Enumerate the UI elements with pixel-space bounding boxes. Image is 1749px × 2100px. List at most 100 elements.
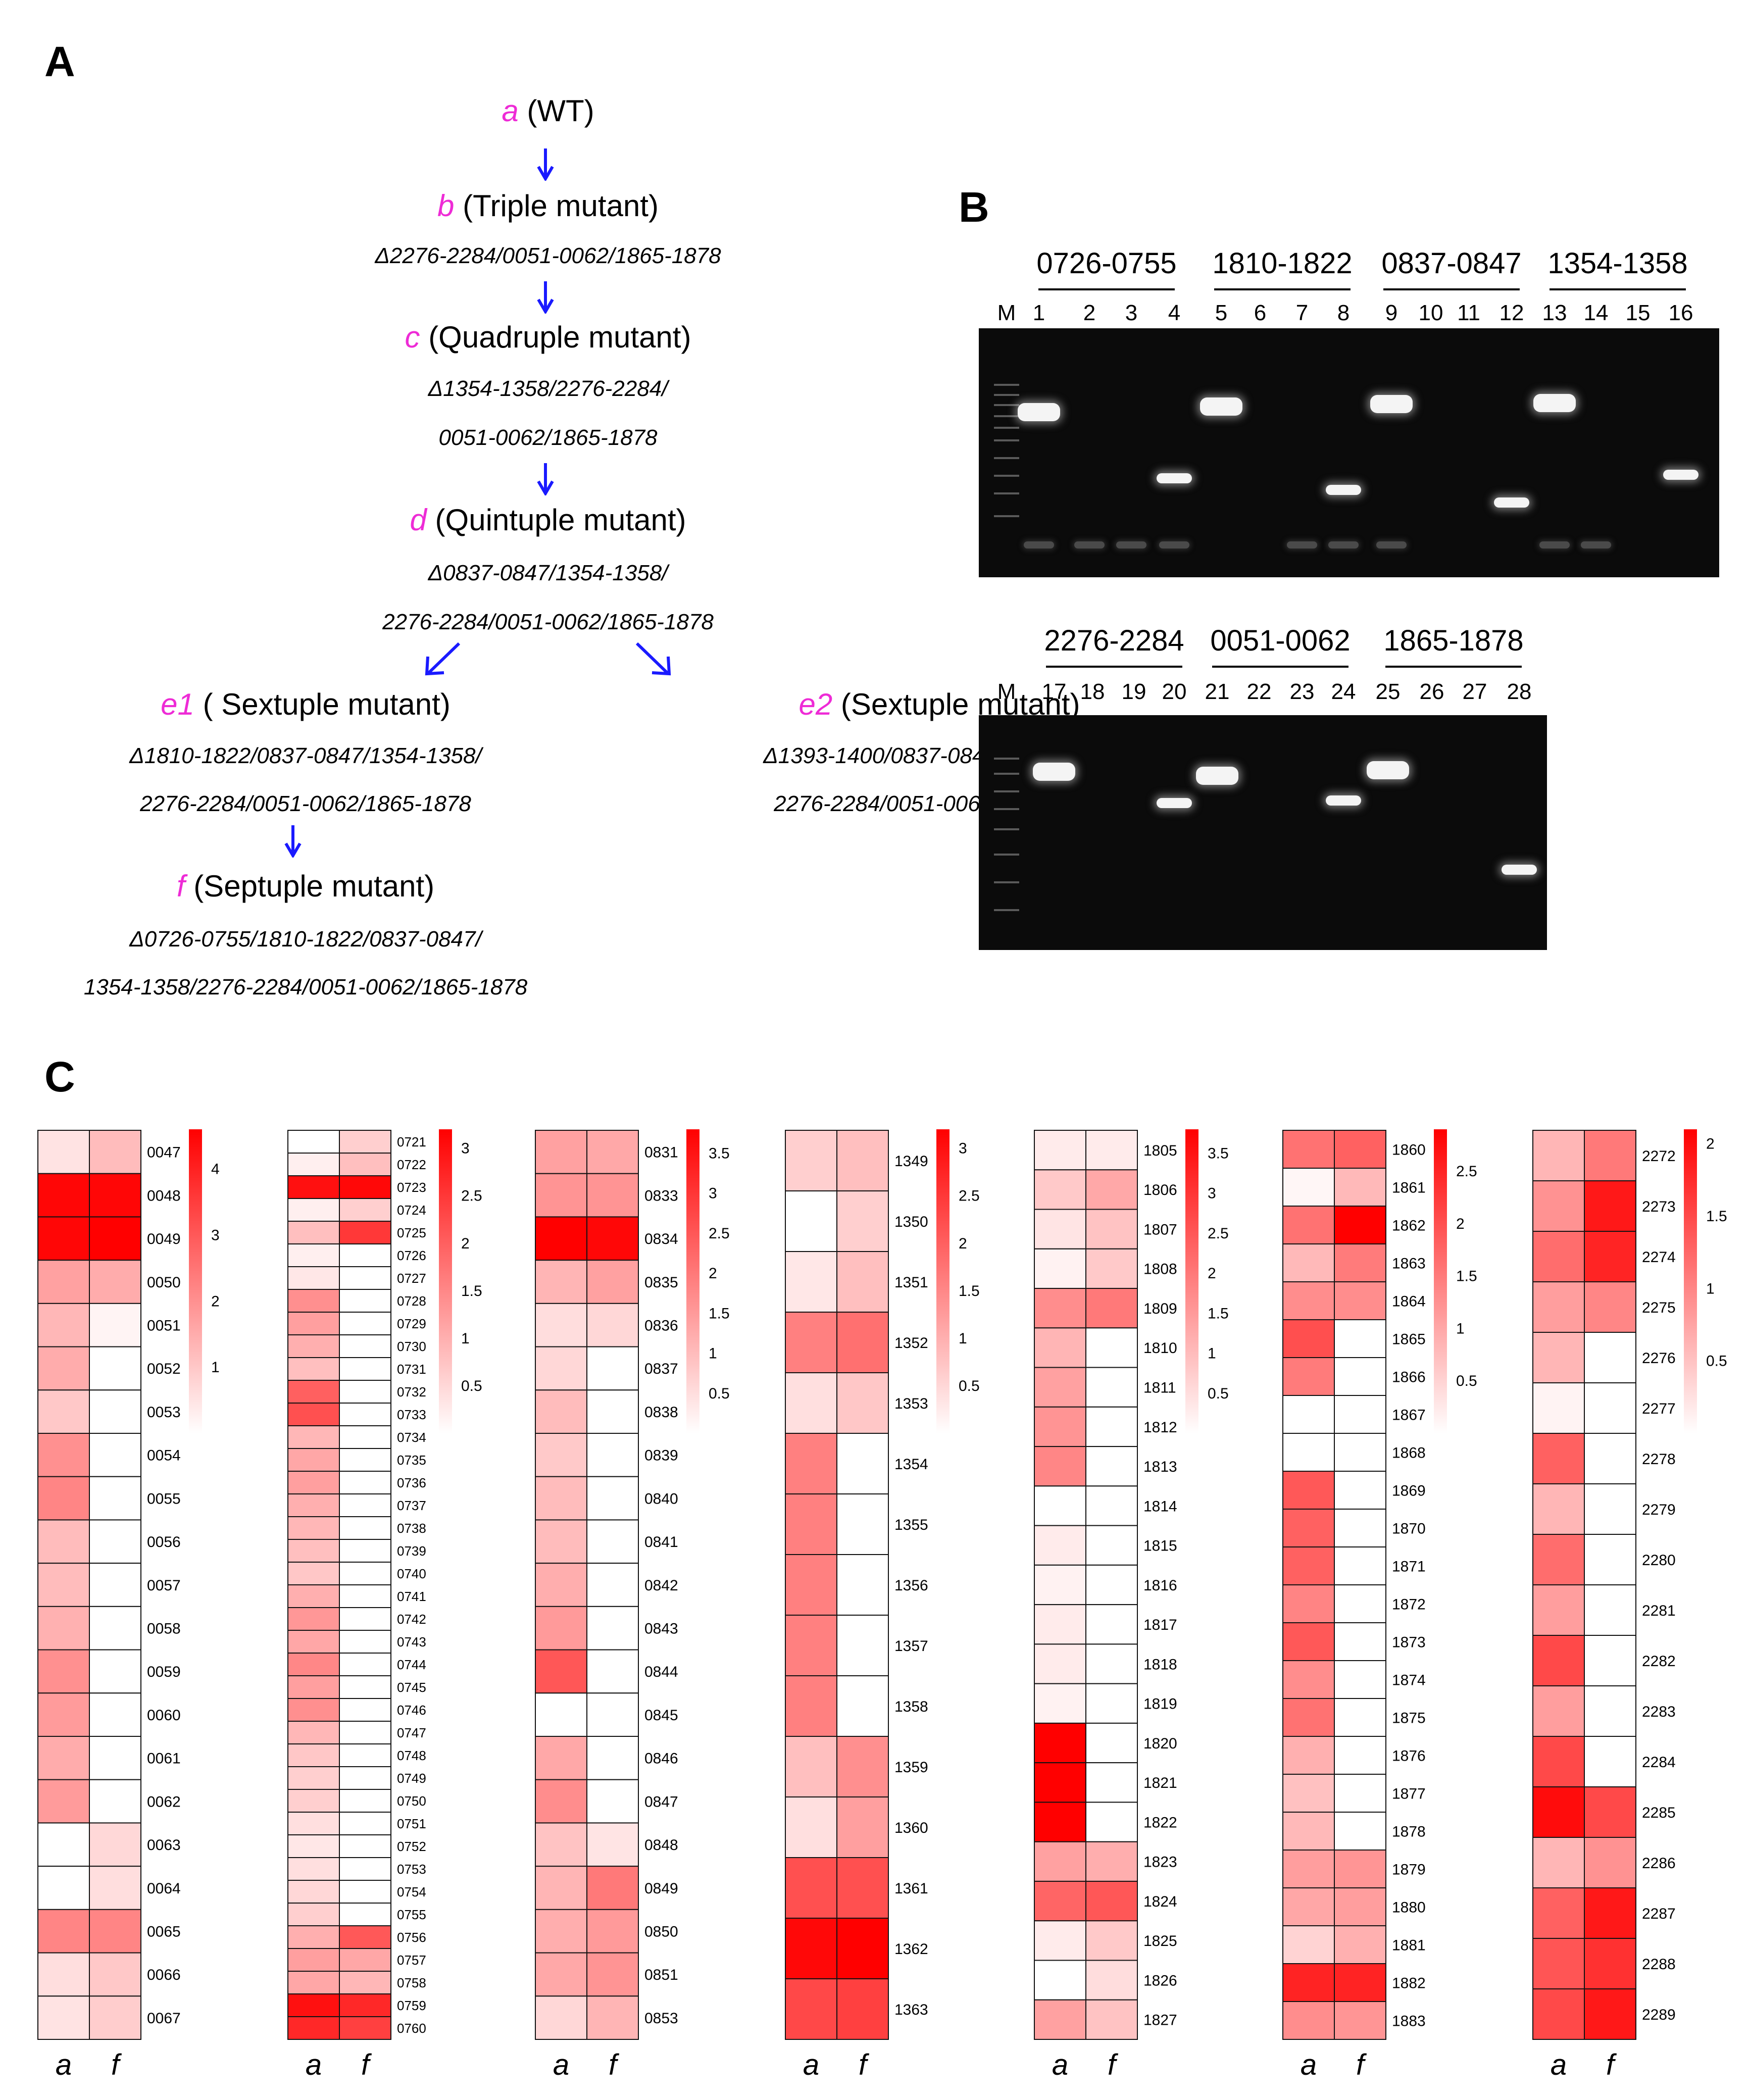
gel-lane-number: 14 <box>1583 301 1609 325</box>
heatmap-row-label: 0737 <box>397 1498 426 1513</box>
gel-band <box>1033 763 1075 781</box>
heatmap-cell <box>535 1563 587 1607</box>
heatmap-row-label: 2279 <box>1642 1502 1676 1518</box>
heatmap-row-label: 2283 <box>1642 1704 1676 1720</box>
heatmap-cell <box>1584 1837 1636 1888</box>
heatmap-cell <box>339 1766 391 1790</box>
heatmap-cell <box>535 1649 587 1694</box>
heatmap-cell <box>287 1493 340 1517</box>
heatmap-row-label: 0721 <box>397 1134 426 1149</box>
heatmap-cell <box>535 1822 587 1867</box>
heatmap-cell <box>1034 1683 1086 1724</box>
gel-lane-number: 27 <box>1462 679 1487 704</box>
heatmap-row-label: 0048 <box>147 1187 181 1204</box>
genotype-line: 0051-0062/1865-1878 <box>438 425 658 450</box>
heatmap-row-label: 1349 <box>894 1153 928 1170</box>
heatmap-row-label: 0752 <box>397 1839 426 1854</box>
heatmap-row-label: 0722 <box>397 1157 426 1172</box>
heatmap-cell <box>339 1562 391 1585</box>
heatmap-row-label: 1883 <box>1392 2013 1426 2029</box>
stage-desc: (Septuple mutant) <box>185 869 435 903</box>
heatmap-cell <box>1034 1446 1086 1487</box>
ladder-band <box>994 415 1019 417</box>
heatmap-cell <box>1532 1584 1585 1636</box>
heatmap-cell <box>287 1448 340 1472</box>
heatmap-row-label: 0757 <box>397 1953 426 1968</box>
gel-lane-number: 15 <box>1625 301 1651 325</box>
gel-marker-label: M <box>997 301 1016 325</box>
gel-band <box>1326 485 1361 495</box>
heatmap-row-label: 2284 <box>1642 1754 1676 1771</box>
heatmap-cell <box>1334 1130 1386 1169</box>
heatmap-cell <box>1532 1635 1585 1686</box>
heatmap-cell <box>89 1130 141 1174</box>
gel-group-label: 1865-1878 <box>1383 624 1524 657</box>
heatmap-row-label: 0834 <box>644 1231 678 1247</box>
heatmap-cell <box>1532 1281 1585 1333</box>
gel-lane-number: 25 <box>1375 679 1401 704</box>
heatmap-cell <box>1085 1880 1138 1922</box>
ladder-band <box>994 515 1019 517</box>
heatmap-cell <box>1034 1604 1086 1645</box>
heatmap-cell <box>287 1380 340 1404</box>
heatmap-cell <box>586 1130 639 1174</box>
gel-lane-number: 17 <box>1041 679 1067 704</box>
ladder-band <box>994 492 1019 494</box>
heatmap-row-label: 1868 <box>1392 1444 1426 1461</box>
heatmap-cell <box>1532 1332 1585 1383</box>
heatmap-cell <box>785 1433 837 1494</box>
heatmap-row-label: 1360 <box>894 1820 928 1836</box>
colorbar-tick: 2 <box>1456 1216 1465 1232</box>
heatmap-cell <box>1334 1319 1386 1358</box>
colorbar <box>1185 1129 1198 1433</box>
stage-a: a (WT) <box>0 96 1096 126</box>
heatmap-row-label: 0741 <box>397 1589 426 1604</box>
gel-band <box>1533 394 1576 412</box>
heatmap-row-label: 1869 <box>1392 1482 1426 1499</box>
heatmap-cell <box>339 1448 391 1472</box>
heatmap-row-label: 0835 <box>644 1274 678 1291</box>
heatmap-cell <box>785 1736 837 1797</box>
heatmap-cell <box>339 1425 391 1449</box>
heatmap-row-label: 0052 <box>147 1361 181 1377</box>
heatmap-row-label: 1809 <box>1143 1301 1177 1317</box>
heatmap-cell <box>287 1562 340 1585</box>
heatmap-cell <box>1584 1231 1636 1282</box>
heatmap-row-label: 0758 <box>397 1975 426 1990</box>
heatmap-cell <box>1085 1209 1138 1249</box>
heatmap-row-label: 2286 <box>1642 1855 1676 1872</box>
heatmap-cell <box>339 1630 391 1654</box>
heatmap-cell <box>1034 1288 1086 1329</box>
heatmap-row-label: 0735 <box>397 1453 426 1468</box>
heatmap-cell <box>1034 1248 1086 1289</box>
heatmap-cell <box>586 1519 639 1564</box>
heatmap-cell <box>89 1779 141 1824</box>
heatmap-cell <box>785 1978 837 2040</box>
heatmap-cell <box>339 1243 391 1267</box>
heatmap-row-label: 0751 <box>397 1816 426 1831</box>
heatmap-row-label: 2287 <box>1642 1906 1676 1922</box>
ladder-band <box>994 773 1019 775</box>
gel-primer-dimer <box>1287 541 1317 548</box>
gel-group-label: 0726-0755 <box>1036 247 1177 280</box>
heatmap-cell <box>287 1130 340 1154</box>
gel-primer-dimer <box>1581 541 1611 548</box>
heatmap-row-label: 0739 <box>397 1543 426 1559</box>
colorbar-tick: 1.5 <box>1208 1305 1229 1322</box>
heatmap-cell <box>37 1433 90 1477</box>
ladder-band <box>994 475 1019 477</box>
colorbar <box>189 1129 202 1433</box>
heatmap-cell <box>586 1346 639 1391</box>
heatmap-cell <box>287 1221 340 1244</box>
heatmap-column-label: a <box>1551 2048 1567 2081</box>
heatmap-row-label: 0060 <box>147 1707 181 1724</box>
genotype-line: 2276-2284/0051-0062/1865-1878 <box>140 791 471 816</box>
heatmap-row-label: 1359 <box>894 1759 928 1776</box>
heatmap-row-label: 2278 <box>1642 1451 1676 1468</box>
heatmap-cell <box>339 1198 391 1222</box>
heatmap-row-label: 0838 <box>644 1404 678 1421</box>
heatmap-row-label: 0745 <box>397 1680 426 1695</box>
heatmap-cell <box>1034 1999 1086 2040</box>
gel-band <box>1326 795 1361 806</box>
heatmap-cell <box>287 1334 340 1358</box>
